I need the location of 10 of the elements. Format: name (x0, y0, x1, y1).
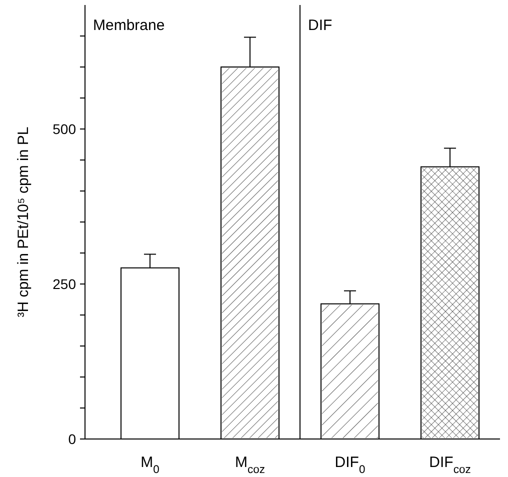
y-tick-label: 0 (68, 430, 76, 447)
x-tick-label: M$_{coz}$ (234, 454, 266, 476)
annotation: DIF (308, 17, 332, 34)
y-tick-label: 250 (52, 276, 76, 292)
annotation: Membrane (93, 17, 165, 34)
x-tick-label: DIF$_{coz}$ (429, 454, 472, 476)
y-tick-label: 500 (52, 120, 76, 137)
x-tick-label: M$_{0}$ (140, 454, 160, 476)
x-tick-label: DIF$_{0}$ (334, 454, 366, 476)
y-axis-title: ³H cpm in PEt/10⁵ cpm in PL (15, 126, 32, 318)
